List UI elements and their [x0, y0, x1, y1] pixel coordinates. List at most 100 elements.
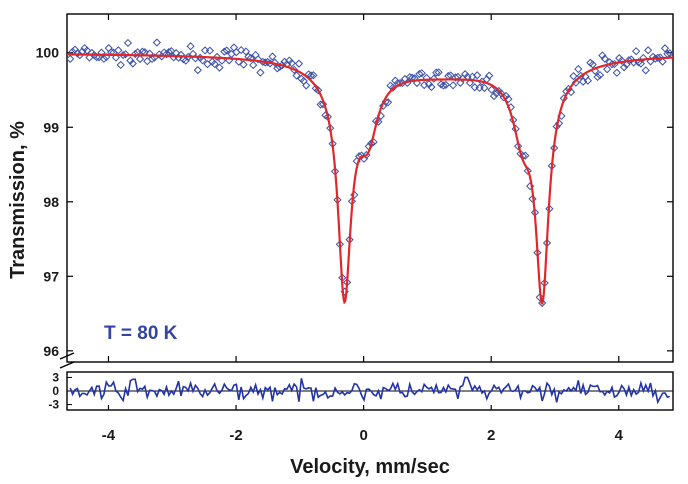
data-point: [167, 47, 176, 56]
data-point: [636, 59, 646, 68]
measured-data-series: [67, 38, 673, 308]
y-tick-label: 98: [43, 194, 59, 210]
data-point: [220, 47, 229, 56]
data-point: [128, 59, 137, 68]
data-point: [350, 190, 359, 200]
data-point: [432, 68, 441, 77]
y-tick-label: 96: [43, 343, 59, 359]
data-point: [528, 194, 537, 204]
data-point: [253, 55, 263, 64]
data-point: [273, 64, 282, 73]
data-point: [434, 68, 443, 77]
data-point: [198, 56, 207, 65]
data-point: [588, 60, 597, 69]
data-point: [67, 54, 75, 63]
data-point: [583, 76, 593, 85]
data-point: [612, 68, 621, 77]
data-point: [200, 46, 210, 55]
data-point: [653, 53, 662, 62]
data-point: [660, 44, 670, 53]
residual-tick-label: 0: [52, 384, 59, 398]
x-tick-label: -2: [229, 427, 242, 444]
data-point: [299, 76, 308, 86]
data-point: [287, 59, 296, 68]
data-point: [181, 56, 190, 65]
data-point: [270, 58, 279, 67]
data-point: [451, 73, 460, 82]
data-point: [631, 47, 641, 56]
fit-curve: [67, 53, 673, 305]
data-point: [116, 60, 125, 70]
y-tick-label: 100: [36, 45, 60, 61]
data-point: [111, 53, 121, 62]
residual-tick-label: -3: [48, 398, 59, 412]
data-point: [152, 38, 161, 47]
data-point: [249, 60, 258, 70]
data-point: [114, 46, 123, 55]
data-point: [415, 69, 424, 79]
y-tick-label: 97: [43, 268, 59, 284]
data-point: [595, 70, 605, 80]
data-point: [485, 71, 494, 80]
data-point: [292, 71, 301, 80]
data-point: [439, 81, 448, 90]
data-point: [420, 81, 429, 90]
data-point: [97, 48, 106, 57]
data-point: [121, 50, 130, 59]
data-point: [234, 57, 243, 66]
data-point: [205, 46, 214, 55]
data-point: [644, 46, 653, 55]
x-tick-label: 0: [359, 427, 367, 444]
data-point: [263, 57, 272, 67]
main-plot-frame: [66, 13, 674, 363]
data-point: [256, 68, 265, 77]
x-tick-label: -4: [102, 427, 116, 444]
data-point: [145, 49, 154, 58]
data-point: [123, 38, 133, 48]
x-tick-label: 2: [487, 427, 495, 444]
x-axis-title: Velocity, mm/sec: [290, 456, 450, 478]
data-point: [162, 50, 171, 59]
data-point: [302, 81, 311, 90]
data-point: [513, 141, 523, 151]
data-point: [147, 54, 157, 64]
data-point: [603, 65, 612, 74]
data-point: [461, 70, 470, 79]
data-point: [441, 80, 450, 89]
data-point: [241, 47, 251, 56]
data-point: [210, 59, 219, 69]
data-point: [600, 54, 609, 63]
data-point: [523, 166, 532, 175]
data-point: [436, 80, 446, 89]
data-point: [412, 78, 422, 88]
data-point: [422, 73, 431, 83]
data-point: [448, 81, 458, 90]
data-point: [143, 57, 152, 66]
data-point: [615, 54, 624, 63]
data-point: [598, 51, 607, 60]
data-point: [99, 54, 109, 63]
data-point: [465, 78, 475, 88]
data-point: [538, 298, 547, 308]
data-point: [480, 83, 489, 93]
data-point: [383, 98, 393, 107]
data-point: [294, 59, 304, 68]
data-point: [217, 56, 227, 65]
data-point: [658, 57, 667, 66]
data-point: [489, 91, 499, 101]
data-point: [427, 82, 436, 92]
y-axis-title: Transmission, %: [7, 121, 29, 279]
data-point: [309, 71, 318, 80]
data-point: [306, 71, 316, 80]
data-point: [193, 66, 202, 75]
data-point: [92, 53, 101, 62]
data-point: [131, 49, 140, 59]
data-point: [318, 100, 328, 109]
data-point: [470, 83, 479, 92]
data-point: [569, 72, 578, 81]
y-tick-label: 99: [43, 119, 59, 135]
data-point: [639, 53, 648, 63]
temperature-annotation: T = 80 K: [104, 323, 178, 344]
data-point: [135, 54, 145, 64]
